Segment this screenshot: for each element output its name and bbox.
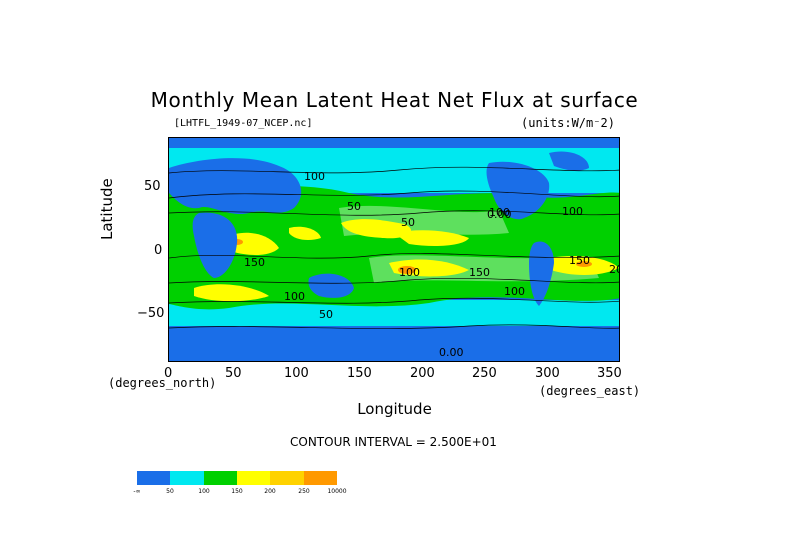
x-tick-label: 300 bbox=[535, 366, 560, 381]
legend-label: 150 bbox=[231, 488, 243, 495]
contour-label: 100 bbox=[489, 206, 510, 219]
x-tick-label: 50 bbox=[225, 366, 242, 381]
x-axis-label: Longitude bbox=[357, 400, 432, 418]
africa-land bbox=[192, 212, 238, 278]
x-tick-label: 200 bbox=[410, 366, 435, 381]
x-tick-label: 250 bbox=[472, 366, 497, 381]
contour-label: 150 bbox=[569, 254, 590, 267]
x-tick-label: 0 bbox=[164, 366, 173, 381]
latitude-unit-note: (degrees_north) bbox=[108, 376, 217, 390]
latent-heat-map: 100 50 100 150 100 50 100 150 150 200 10… bbox=[169, 138, 620, 361]
legend-swatch bbox=[170, 471, 204, 485]
legend-label: 10000 bbox=[327, 488, 347, 495]
legend-swatch bbox=[137, 471, 171, 485]
legend-swatch bbox=[236, 471, 271, 485]
legend-label: 50 bbox=[166, 488, 174, 495]
contour-label: 0.00 bbox=[487, 208, 512, 221]
legend-label: -∞ bbox=[133, 488, 141, 495]
yellow-region-indian-ocean bbox=[224, 232, 279, 255]
contour-label: 100 bbox=[399, 266, 420, 279]
color-legend bbox=[137, 471, 337, 485]
greenland-land bbox=[549, 151, 589, 171]
contour-label: 150 bbox=[469, 266, 490, 279]
legend-label: 250 bbox=[298, 488, 310, 495]
antarctica-land bbox=[169, 343, 619, 361]
legend-swatch bbox=[303, 471, 337, 485]
contour-label: 100 bbox=[304, 170, 325, 183]
longitude-unit-note: (degrees_east) bbox=[539, 384, 641, 398]
y-tick-label: 0 bbox=[154, 243, 163, 258]
yellow-region-south-indian bbox=[194, 284, 269, 302]
units-label: (units:W/m⁻2) bbox=[521, 116, 615, 130]
yellow-region-central-pacific bbox=[394, 230, 469, 246]
file-label: [LHTFL_1949-07_NCEP.nc] bbox=[174, 118, 313, 129]
contour-interval-text: CONTOUR INTERVAL = 2.500E+01 bbox=[290, 435, 497, 449]
contour-label-group: 100 50 100 150 100 50 100 150 150 200 10… bbox=[244, 170, 620, 359]
legend-label: 100 bbox=[198, 488, 210, 495]
eurasia-land bbox=[169, 158, 302, 215]
contour-label: 0.00 bbox=[439, 346, 464, 359]
y-axis-label: Latitude bbox=[98, 178, 116, 240]
orange-spot bbox=[576, 261, 592, 267]
yellow-region-nw-pacific bbox=[341, 219, 412, 239]
legend-label: 200 bbox=[264, 488, 276, 495]
contour-label: 50 bbox=[347, 200, 361, 213]
contour-label: 50 bbox=[319, 308, 333, 321]
contour-label: 100 bbox=[284, 290, 305, 303]
yellow-region-bay-of-bengal bbox=[289, 226, 321, 241]
contour-label: 150 bbox=[244, 256, 265, 269]
orange-spot bbox=[398, 266, 416, 274]
y-tick-label: 50 bbox=[144, 179, 161, 194]
north-america-land bbox=[486, 161, 550, 220]
contour-lines bbox=[169, 166, 619, 329]
map-plot-area: 100 50 100 150 100 50 100 150 150 200 10… bbox=[168, 137, 620, 362]
x-tick-label: 150 bbox=[347, 366, 372, 381]
map-title: Monthly Mean Latent Heat Net Flux at sur… bbox=[150, 88, 639, 112]
contour-label: 50 bbox=[401, 216, 415, 229]
x-tick-label: 100 bbox=[284, 366, 309, 381]
y-tick-label: −50 bbox=[137, 306, 165, 321]
legend-swatch bbox=[270, 471, 304, 485]
contour-label: 100 bbox=[562, 205, 583, 218]
contour-label: 100 bbox=[504, 285, 525, 298]
x-tick-label: 350 bbox=[597, 366, 622, 381]
legend-swatch bbox=[203, 471, 237, 485]
contour-label: 200 bbox=[609, 263, 620, 276]
australia-land bbox=[308, 273, 354, 298]
